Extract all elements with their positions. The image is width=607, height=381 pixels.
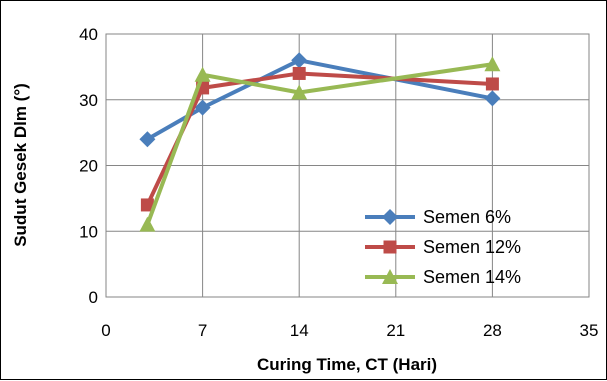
data-point	[139, 131, 156, 148]
series-lines	[139, 52, 501, 232]
legend-label: Semen 12%	[423, 237, 521, 257]
legend-item: Semen 14%	[365, 267, 521, 287]
legend-item: Semen 6%	[365, 207, 511, 227]
plot-area	[105, 33, 590, 298]
x-tick-label: 21	[386, 321, 405, 340]
x-tick-label: 28	[483, 321, 502, 340]
data-point	[484, 90, 501, 107]
x-tick-label: 0	[101, 321, 110, 340]
legend-marker	[383, 240, 397, 254]
data-point	[140, 198, 154, 212]
grid-lines	[105, 33, 590, 298]
series-line	[145, 62, 493, 226]
data-point	[194, 99, 211, 116]
legend: Semen 6% Semen 12% Semen 14%	[365, 207, 521, 287]
data-point	[139, 216, 156, 232]
x-axis-title: Curing Time, CT (Hari)	[257, 355, 437, 374]
y-tick-label: 10	[79, 222, 98, 241]
data-point	[291, 84, 308, 100]
data-point	[485, 77, 499, 91]
x-tick-label: 14	[290, 321, 309, 340]
y-tick-label: 20	[79, 157, 98, 176]
x-tick-label: 7	[198, 321, 207, 340]
legend-marker	[382, 269, 398, 284]
data-point	[291, 52, 308, 69]
x-tick-label: 35	[580, 321, 599, 340]
data-point	[484, 56, 501, 72]
y-tick-label: 0	[89, 288, 98, 307]
legend-marker	[382, 209, 398, 225]
data-point	[292, 66, 306, 80]
y-axis-title: Sudut Gesek Dlm (°)	[11, 83, 30, 247]
legend-label: Semen 6%	[423, 207, 511, 227]
legend-item: Semen 12%	[365, 237, 521, 257]
y-tick-label: 30	[79, 91, 98, 110]
y-tick-label: 40	[79, 25, 98, 44]
legend-label: Semen 14%	[423, 267, 521, 287]
data-point	[194, 66, 211, 82]
series-3	[139, 56, 501, 232]
tick-labels: 0 10 20 30 40 0 7 14 21 28 35	[79, 25, 598, 340]
